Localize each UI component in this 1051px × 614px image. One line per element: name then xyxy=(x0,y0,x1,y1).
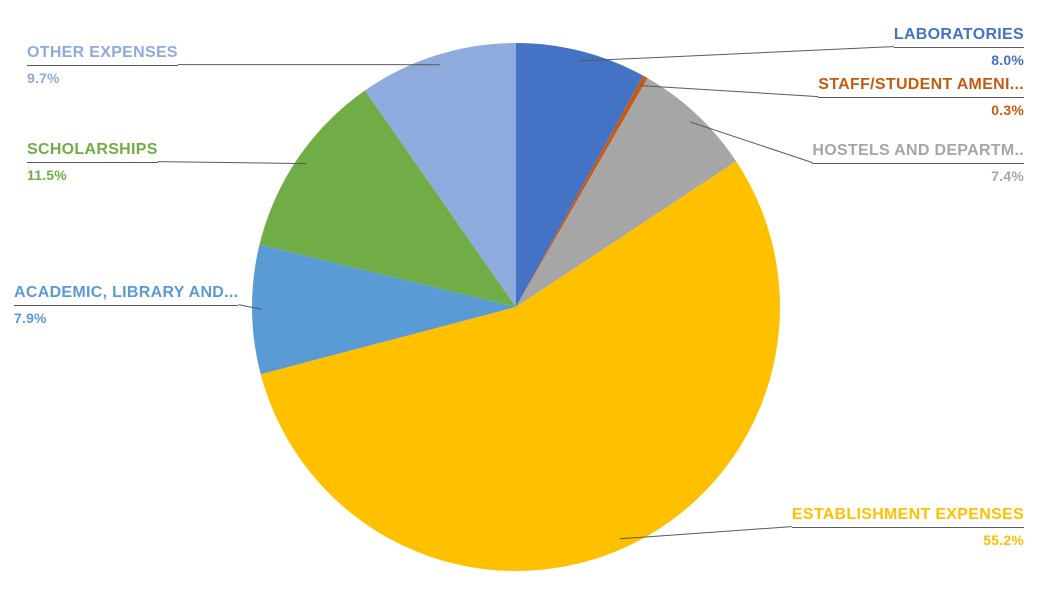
slice-percent-text: 7.4% xyxy=(991,167,1024,184)
leader-line-hostels-and-departm xyxy=(689,121,813,164)
slice-label-text: SCHOLARSHIPS xyxy=(27,141,158,163)
slice-percent-text: 7.9% xyxy=(14,309,47,326)
slice-percent-text: 8.0% xyxy=(991,51,1024,68)
leader-line-laboratories xyxy=(579,46,894,62)
pie-slice-scholarships xyxy=(259,90,516,307)
slice-label-hostels-and-departments: HOSTELS AND DEPARTM.. 7.4% xyxy=(812,142,1024,184)
slice-label-scholarships: SCHOLARSHIPS 11.5% xyxy=(27,141,158,183)
slice-label-text: LABORATORIES xyxy=(893,26,1024,48)
leader-lines xyxy=(157,46,894,540)
pie-slice-establishment-expenses xyxy=(260,161,780,571)
slice-label-academic-library: ACADEMIC, LIBRARY AND... 7.9% xyxy=(14,284,239,326)
pie-slice-other-expenses xyxy=(364,43,516,307)
slice-label-text: STAFF/STUDENT AMENI... xyxy=(818,76,1024,98)
leader-line-scholarships xyxy=(157,161,307,165)
slice-percent-text: 11.5% xyxy=(27,166,67,183)
slice-label-other-expenses: OTHER EXPENSES 9.7% xyxy=(27,44,178,86)
slice-percent-text: 55.2% xyxy=(983,531,1024,548)
slice-label-text: ACADEMIC, LIBRARY AND... xyxy=(14,284,239,306)
pie-slice-laboratories xyxy=(516,43,644,307)
slice-label-laboratories: LABORATORIES 8.0% xyxy=(893,26,1024,68)
slice-label-establishment-expenses: ESTABLISHMENT EXPENSES 55.2% xyxy=(791,506,1024,548)
slice-percent-text: 0.3% xyxy=(991,101,1024,118)
slice-label-text: ESTABLISHMENT EXPENSES xyxy=(791,506,1024,528)
leader-line-academic-library-and xyxy=(238,304,263,310)
slice-label-staff-student-amenities: STAFF/STUDENT AMENI... 0.3% xyxy=(818,76,1024,118)
pie-slice-hostels-and-departm xyxy=(516,78,737,307)
slice-percent-text: 9.7% xyxy=(27,69,60,86)
slice-label-text: OTHER EXPENSES xyxy=(27,44,178,66)
leader-line-establishment-expenses xyxy=(619,526,792,540)
pie-slice-staff-student-ameni xyxy=(516,75,648,307)
pie-slice-academic-library-and xyxy=(251,244,516,375)
leader-line-staff-student-ameni xyxy=(640,85,819,98)
slice-label-text: HOSTELS AND DEPARTM.. xyxy=(812,142,1024,164)
pie-slices xyxy=(251,43,780,571)
